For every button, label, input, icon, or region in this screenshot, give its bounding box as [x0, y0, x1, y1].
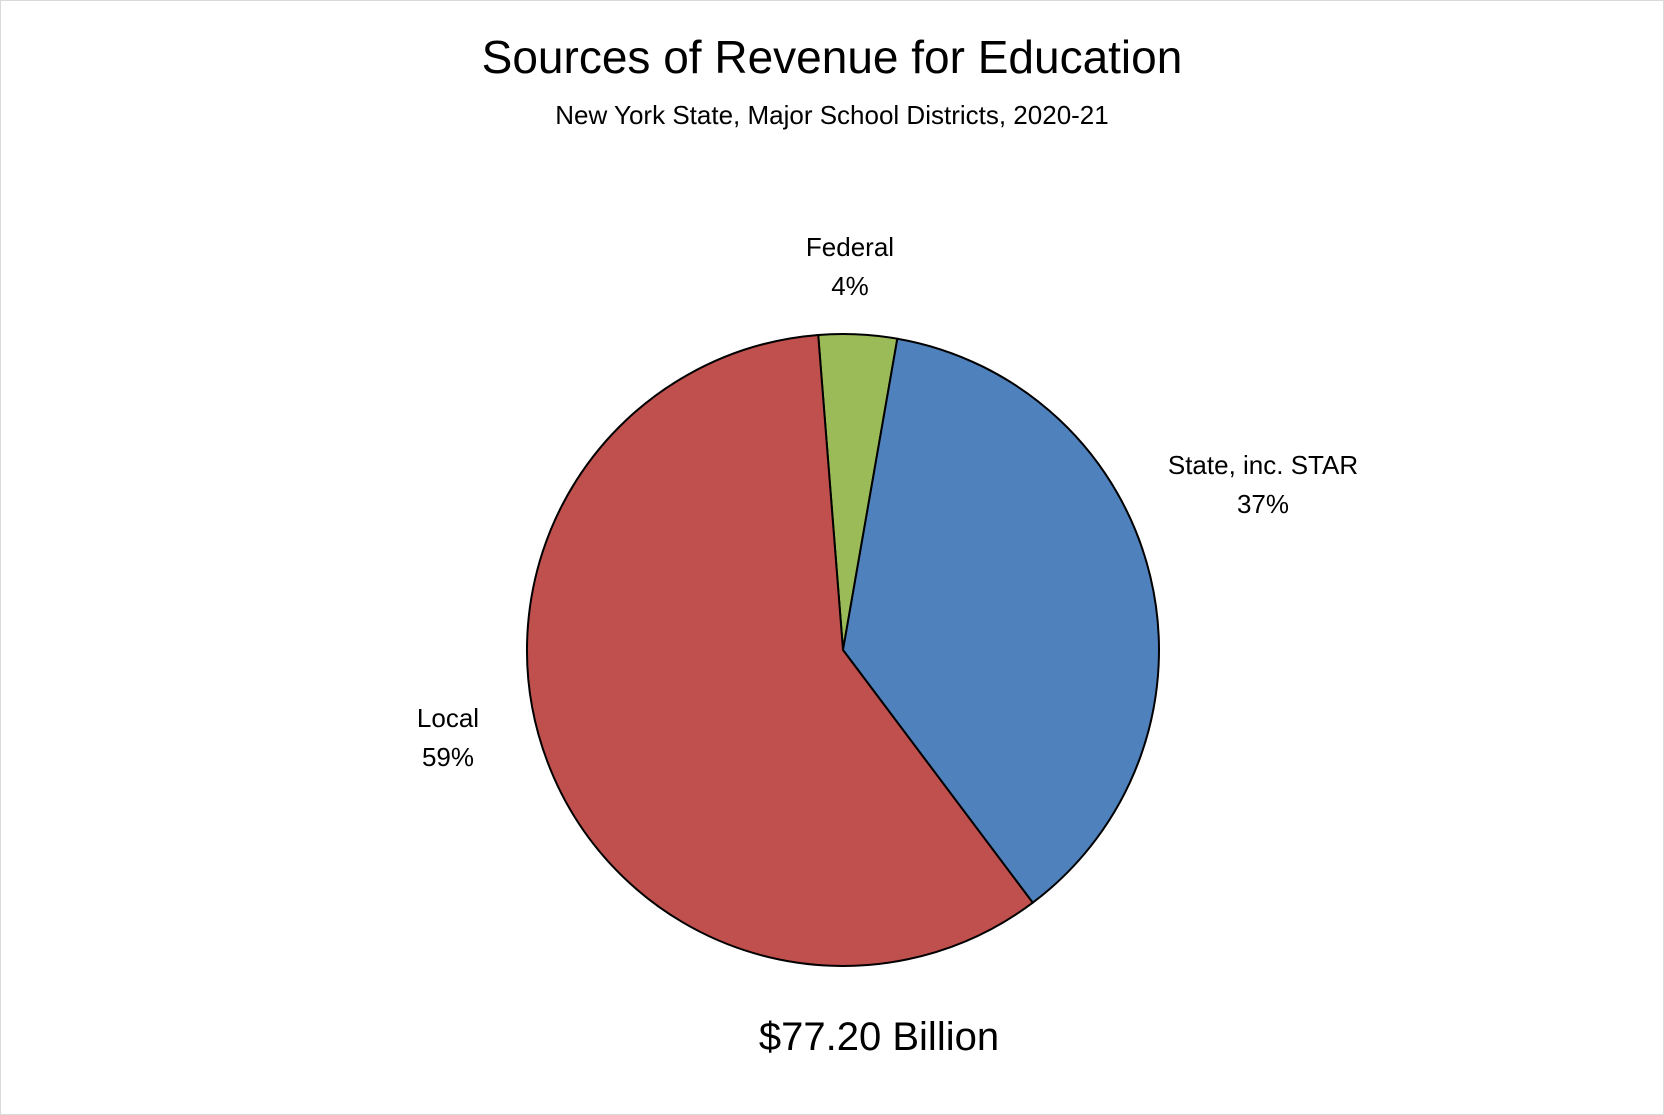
slice-name-label: Federal: [806, 232, 894, 262]
pie-slice-local: [526, 333, 1034, 967]
slice-percent-label: 59%: [422, 742, 474, 772]
slice-percent-label: 4%: [831, 271, 869, 301]
slice-percent-label: 37%: [1237, 489, 1289, 519]
chart-title: Sources of Revenue for Education: [481, 31, 1183, 83]
slice-name-label: Local: [417, 703, 479, 733]
chart-total-label: $77.20 Billion: [758, 1015, 1000, 1059]
chart-subtitle: New York State, Major School Districts, …: [555, 100, 1109, 130]
pie-slice-state-inc-star: [842, 337, 1160, 904]
slice-name-label: State, inc. STAR: [1168, 450, 1358, 480]
